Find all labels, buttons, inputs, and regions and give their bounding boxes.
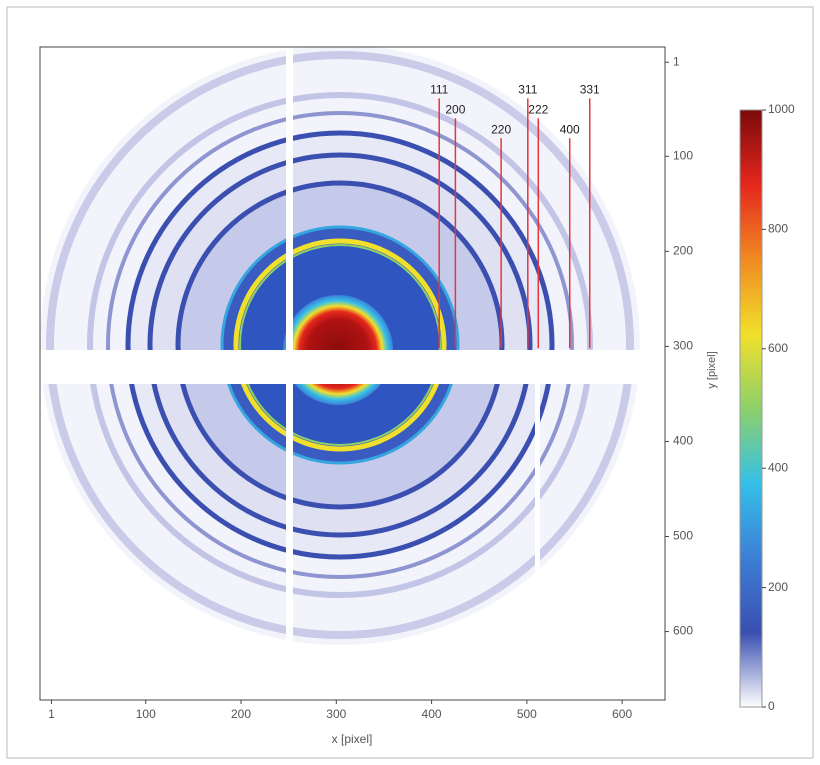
reflection-label: 222: [528, 102, 548, 116]
ring: [106, 111, 574, 579]
detector-gap: [535, 384, 540, 664]
reflection-label: 200: [445, 102, 465, 116]
colorbar-tick-label: 0: [768, 699, 775, 713]
y-tick-label: 200: [673, 244, 693, 258]
ring: [239, 244, 441, 446]
x-tick-label: 200: [231, 707, 251, 721]
colorbar-tick-label: 600: [768, 341, 788, 355]
x-axis-label: x [pixel]: [332, 732, 373, 746]
y-tick-label: 100: [673, 148, 693, 162]
reflection-label: 331: [580, 82, 600, 96]
ring: [46, 51, 634, 639]
x-tick-label: 100: [136, 707, 156, 721]
y-tick-label: 300: [673, 339, 693, 353]
colorbar-tick-label: 800: [768, 222, 788, 236]
image: [40, 47, 665, 700]
plot-frame: [39, 46, 666, 701]
colorbar-tick-label: 200: [768, 580, 788, 594]
colorbar-tick-label: 1000: [768, 102, 795, 116]
colorbar: [739, 109, 763, 708]
x-tick-label: 400: [422, 707, 442, 721]
reflection-label: 220: [491, 122, 511, 136]
reflection-label: 111: [430, 82, 449, 96]
reflection-label: 311: [518, 82, 537, 96]
y-tick-label: 400: [673, 434, 693, 448]
x-tick-label: 500: [517, 707, 537, 721]
y-tick-label: 1: [673, 54, 680, 68]
reflection-label: 400: [560, 122, 580, 136]
frame: [6, 6, 814, 759]
x-tick-label: 1: [48, 707, 55, 721]
x-tick-label: 300: [326, 707, 346, 721]
y-tick-label: 600: [673, 624, 693, 638]
y-tick-label: 500: [673, 529, 693, 543]
y-axis-label: y [pixel]: [706, 351, 718, 388]
x-tick-label: 600: [612, 707, 632, 721]
colorbar-tick-label: 400: [768, 460, 788, 474]
detector-gap: [40, 350, 665, 384]
